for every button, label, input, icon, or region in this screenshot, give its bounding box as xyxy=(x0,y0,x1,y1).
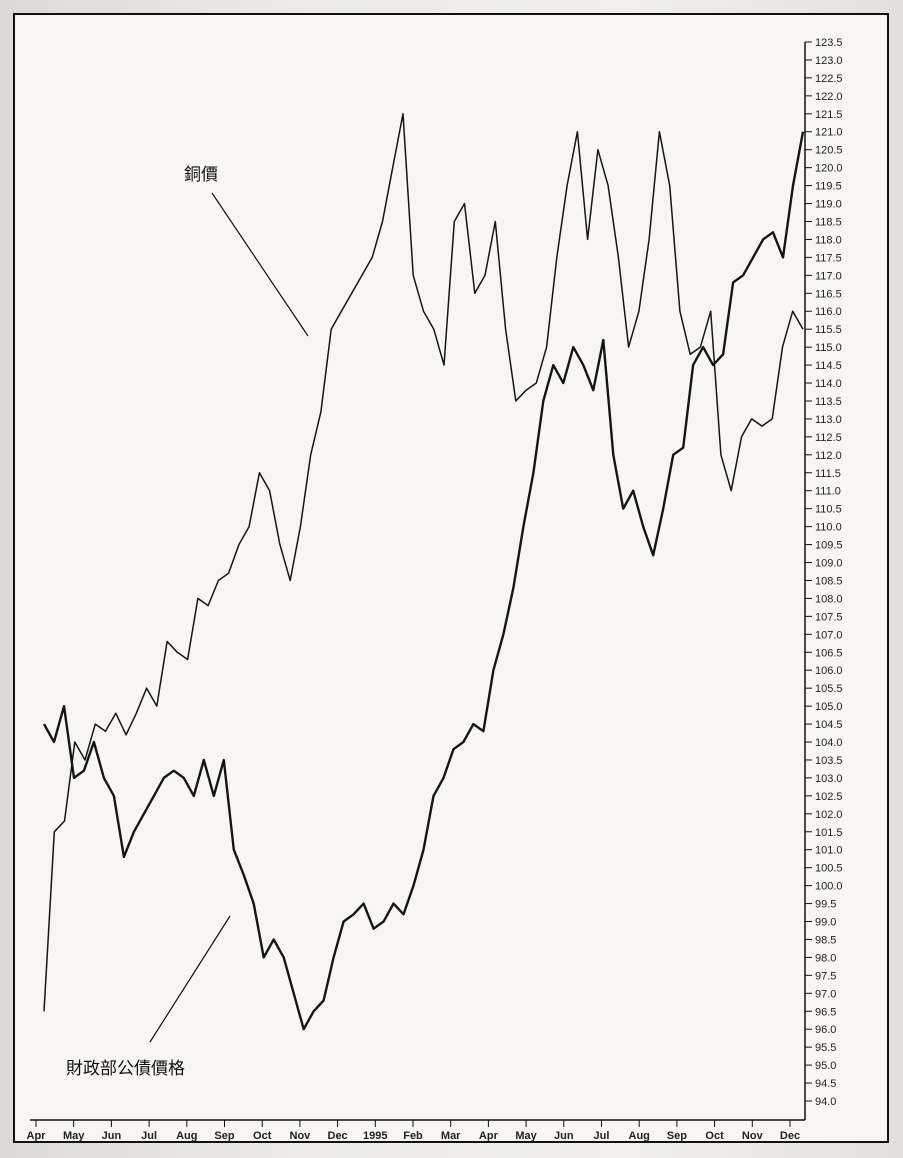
y-tick-label: 98.0 xyxy=(815,952,836,964)
y-tick-label: 101.5 xyxy=(815,827,843,839)
y-tick-label: 103.0 xyxy=(815,773,843,785)
y-tick-label: 99.0 xyxy=(815,917,836,929)
y-tick-label: 106.5 xyxy=(815,647,843,659)
y-tick-label: 97.0 xyxy=(815,988,836,1000)
x-tick-label: Jul xyxy=(141,1130,157,1142)
y-tick-label: 121.0 xyxy=(815,127,843,139)
bond-callout-line xyxy=(149,915,231,1043)
y-tick-label: 118.0 xyxy=(815,234,842,246)
y-tick-label: 114.5 xyxy=(815,360,842,372)
y-tick-label: 109.5 xyxy=(815,540,843,552)
y-tick-label: 108.0 xyxy=(815,593,843,605)
x-tick-label: Aug xyxy=(629,1130,650,1142)
y-tick-label: 107.5 xyxy=(815,611,843,623)
y-tick-label: 112.0 xyxy=(815,450,842,462)
y-tick-label: 111.5 xyxy=(815,468,841,480)
y-tick-label: 112.5 xyxy=(815,432,842,444)
y-tick-label: 115.5 xyxy=(815,324,842,336)
y-tick-label: 111.0 xyxy=(815,486,841,498)
chart-border xyxy=(13,13,889,1143)
y-tick-label: 118.5 xyxy=(815,216,842,228)
y-tick-label: 96.5 xyxy=(815,1006,836,1018)
y-tick-label: 105.0 xyxy=(815,701,843,713)
y-tick-label: 110.5 xyxy=(815,504,842,516)
x-tick-label: Sep xyxy=(667,1130,687,1142)
x-tick-label: Feb xyxy=(403,1130,423,1142)
y-tick-label: 95.5 xyxy=(815,1042,836,1054)
y-tick-label: 122.0 xyxy=(815,91,843,103)
x-tick-label: Aug xyxy=(176,1130,197,1142)
bond-annotation: 財政部公債價格 xyxy=(66,1059,185,1079)
x-tick-label: Mar xyxy=(441,1130,461,1142)
y-tick-label: 102.5 xyxy=(815,791,843,803)
y-tick-label: 105.5 xyxy=(815,683,843,695)
y-tick-label: 116.5 xyxy=(815,288,842,300)
y-tick-label: 122.5 xyxy=(815,73,843,85)
y-tick-label: 94.5 xyxy=(815,1078,836,1090)
y-tick-label: 113.5 xyxy=(815,396,842,408)
y-tick-label: 95.0 xyxy=(815,1060,836,1072)
y-tick-label: 114.0 xyxy=(815,378,842,390)
y-tick-label: 109.0 xyxy=(815,558,843,570)
y-tick-label: 97.5 xyxy=(815,970,836,982)
x-tick-label: Apr xyxy=(27,1130,47,1142)
y-tick-label: 103.5 xyxy=(815,755,843,767)
series-lines xyxy=(42,113,805,1031)
y-tick-label: 100.5 xyxy=(815,863,843,875)
y-tick-label: 117.5 xyxy=(815,252,842,264)
x-tick-label: Dec xyxy=(328,1130,348,1142)
y-tick-label: 102.0 xyxy=(815,809,843,821)
y-tick-label: 104.5 xyxy=(815,719,843,731)
y-tick-label: 107.0 xyxy=(815,629,843,641)
x-tick-label: Jul xyxy=(594,1130,610,1142)
y-tick-label: 94.0 xyxy=(815,1096,836,1108)
x-tick-label: Apr xyxy=(479,1130,499,1142)
x-tick-label: Jun xyxy=(102,1130,122,1142)
copper-callout-line xyxy=(211,192,309,337)
copper-annotation: 銅價 xyxy=(184,165,218,185)
y-tick-label: 117.0 xyxy=(815,270,842,282)
annotations: 銅價 財政部公債價格 xyxy=(66,165,309,1079)
x-tick-label: Dec xyxy=(780,1130,800,1142)
y-tick-label: 115.0 xyxy=(815,342,842,354)
x-tick-label: Nov xyxy=(290,1130,312,1142)
y-tick-label: 106.0 xyxy=(815,665,843,677)
y-tick-label: 113.0 xyxy=(815,414,842,426)
y-tick-label: 121.5 xyxy=(815,109,843,121)
x-tick-label: May xyxy=(515,1130,537,1142)
y-tick-label: 116.0 xyxy=(815,306,842,318)
y-tick-label: 104.0 xyxy=(815,737,843,749)
y-tick-label: 123.0 xyxy=(815,55,843,67)
y-tick-label: 120.5 xyxy=(815,145,843,157)
y-tick-label: 98.5 xyxy=(815,934,836,946)
x-tick-label: Sep xyxy=(214,1130,234,1142)
y-tick-label: 99.5 xyxy=(815,899,836,911)
x-tick-label: Oct xyxy=(253,1130,272,1142)
y-tick-label: 108.5 xyxy=(815,575,843,587)
y-tick-label: 110.0 xyxy=(815,522,842,534)
y-tick-label: 123.5 xyxy=(815,37,843,49)
y-tick-label: 100.0 xyxy=(815,881,843,893)
y-axis: 123.5 123.0 122.5 122.0 121.5 121.0 120.5 120.0… xyxy=(805,37,843,1108)
x-tick-label: Oct xyxy=(705,1130,724,1142)
y-tick-label: 120.0 xyxy=(815,163,843,175)
x-tick-label: Nov xyxy=(742,1130,764,1142)
x-axis: Apr May Jun Jul Aug Sep Oct Nov Dec 1995 Feb Mar Apr… xyxy=(27,1120,800,1142)
y-tick-label: 119.0 xyxy=(815,199,842,211)
copper-price-line xyxy=(43,113,804,1012)
x-tick-label: Jun xyxy=(554,1130,574,1142)
x-tick-label: 1995 xyxy=(363,1130,387,1142)
treasury-bond-price-line xyxy=(42,131,805,1031)
y-tick-label: 119.5 xyxy=(815,181,842,193)
x-tick-label: May xyxy=(63,1130,85,1142)
y-tick-label: 96.0 xyxy=(815,1024,836,1036)
y-tick-label: 101.0 xyxy=(815,845,843,857)
